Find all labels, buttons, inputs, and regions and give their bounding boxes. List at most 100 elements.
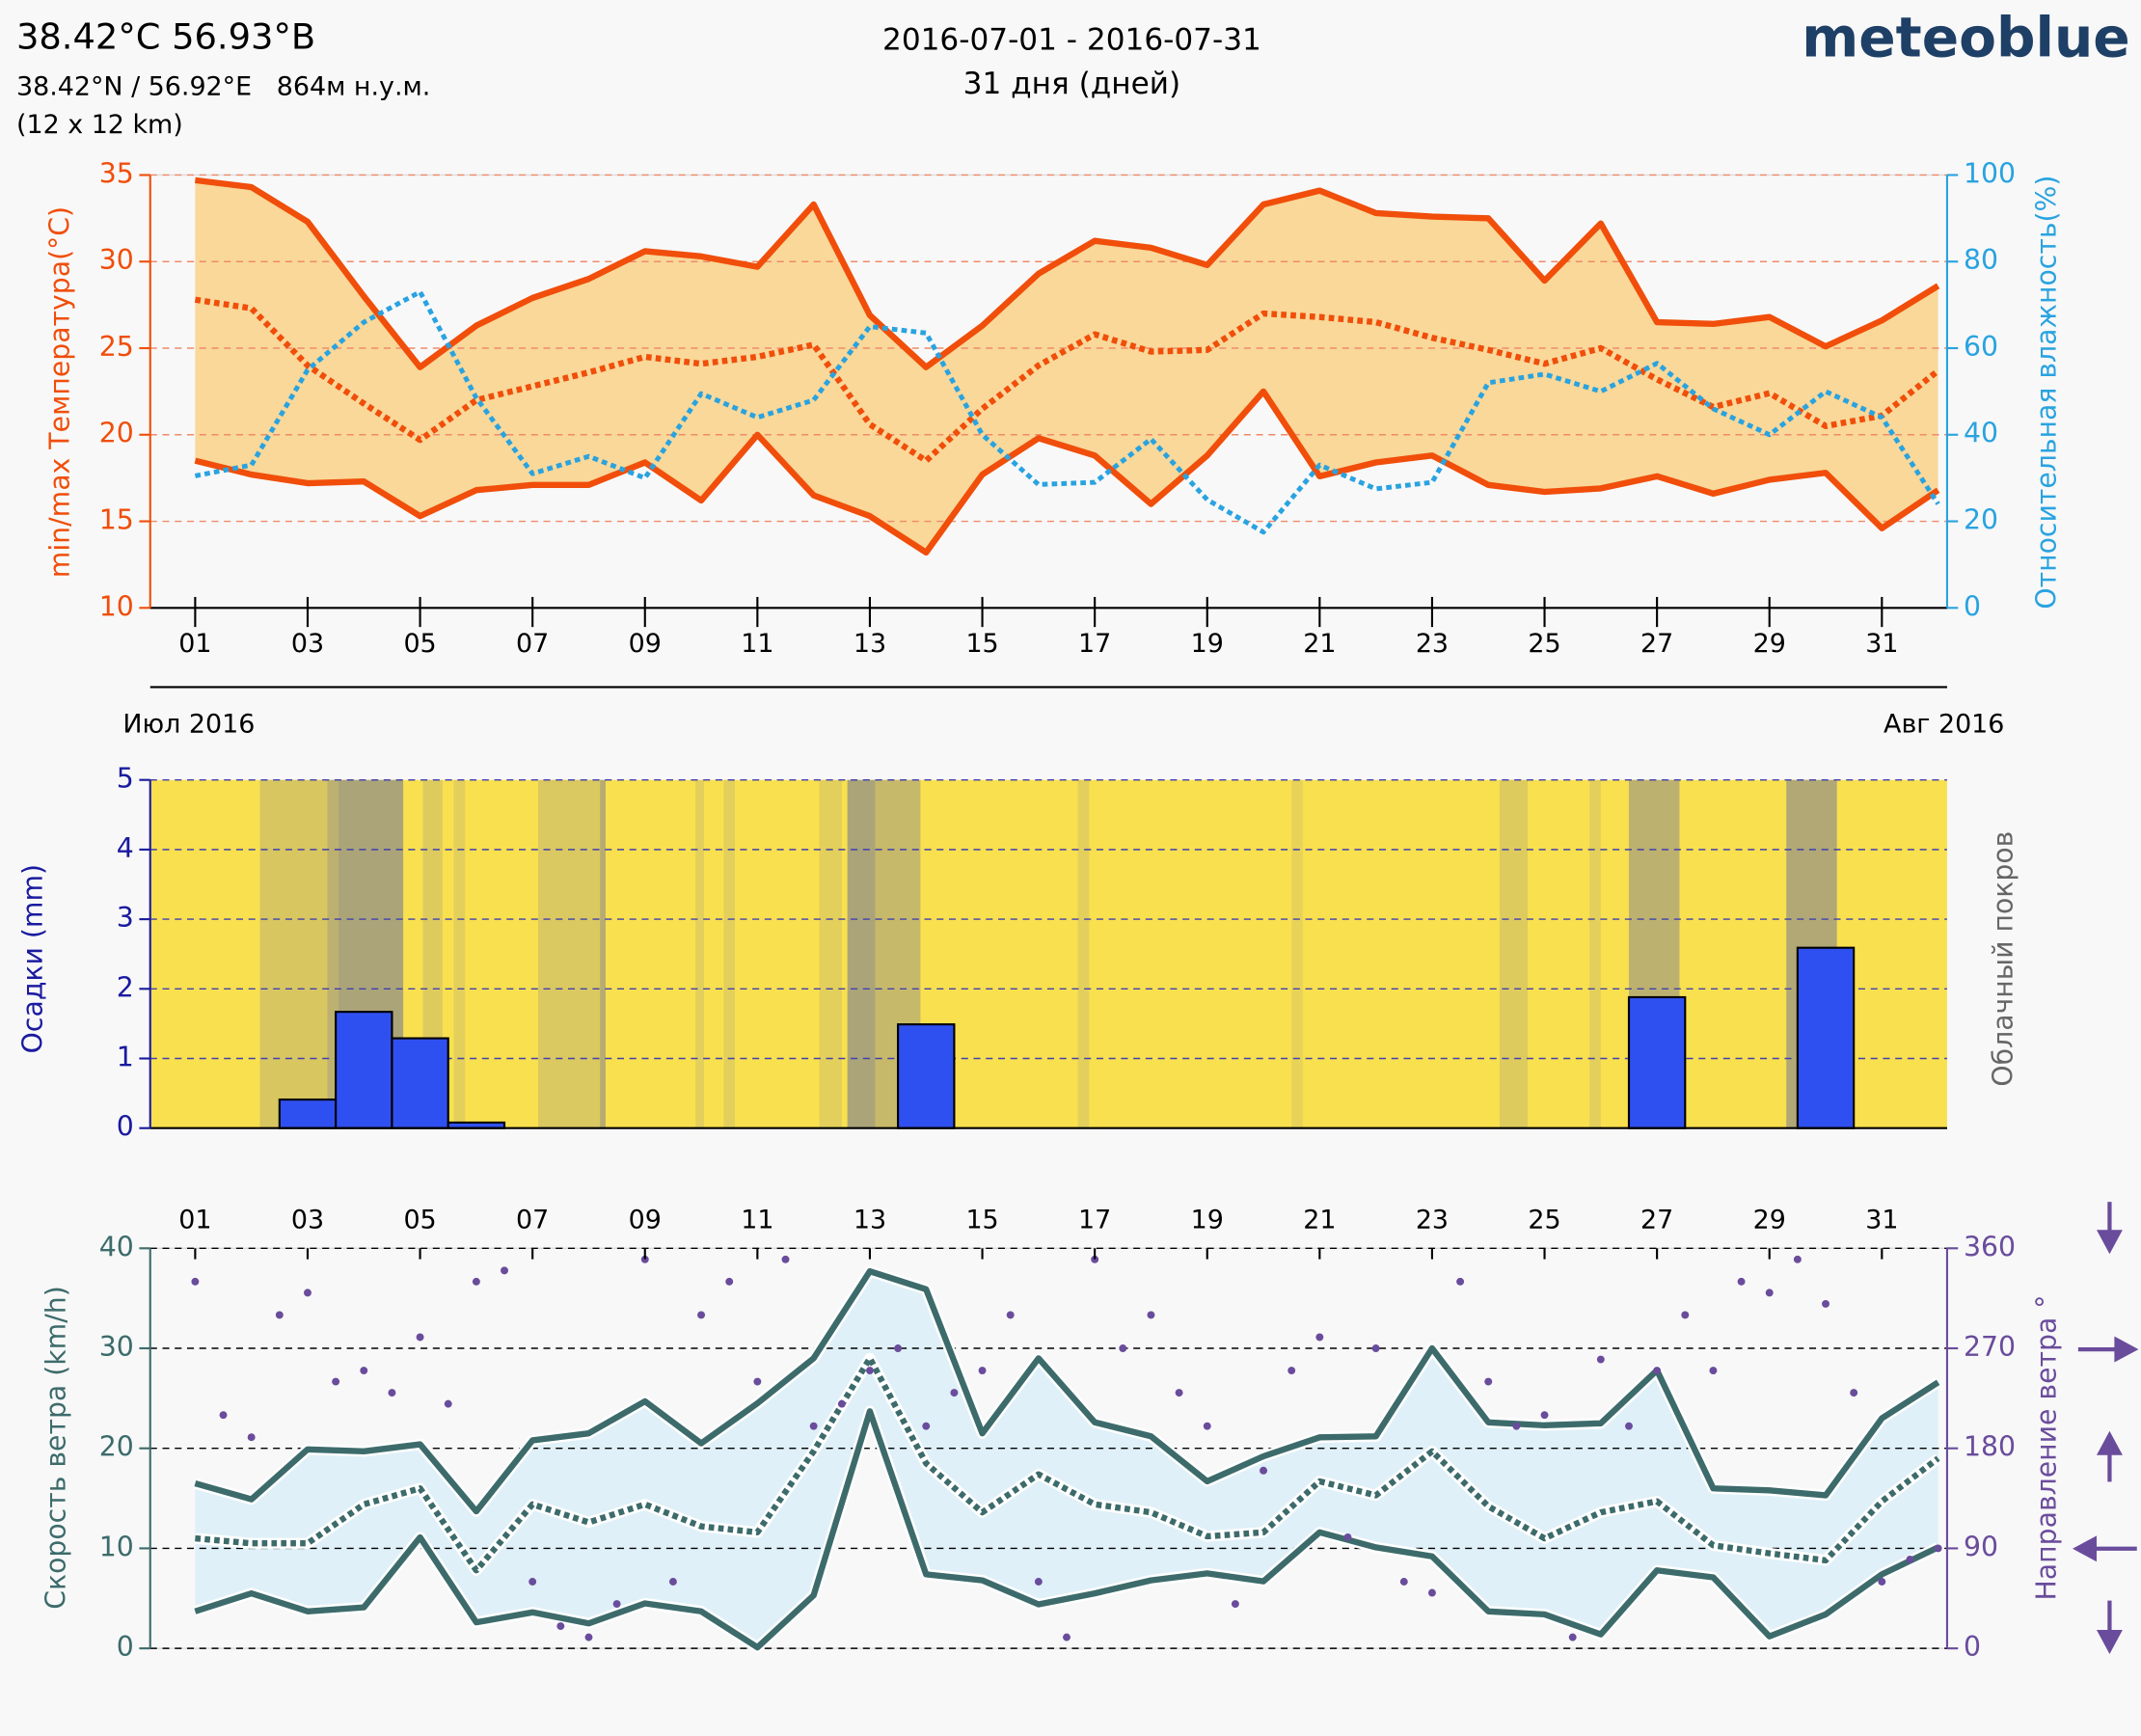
- y-tick-label: 20: [99, 1431, 134, 1463]
- period-label: Авг 2016: [1884, 710, 2004, 740]
- direction-dot: [1850, 1389, 1858, 1397]
- y2-tick-label: 20: [1964, 504, 1998, 536]
- direction-dot: [753, 1377, 762, 1386]
- line: [195, 1355, 1940, 1574]
- direction-dot: [865, 1367, 874, 1375]
- direction-dot: [360, 1367, 368, 1375]
- days: 31 дня (дней): [963, 67, 1181, 101]
- y2-tick-label: 270: [1964, 1331, 2016, 1363]
- y2-axis-title: Направление ветра °: [2031, 1295, 2063, 1601]
- direction-dot: [1737, 1277, 1746, 1286]
- cloud-band: [847, 779, 876, 1128]
- direction-dot: [1625, 1422, 1633, 1430]
- x-tick-label: 13: [854, 629, 886, 659]
- direction-dot: [388, 1389, 396, 1397]
- x-tick-label: 27: [1640, 629, 1673, 659]
- direction-dot: [332, 1377, 340, 1386]
- bar: [391, 1037, 449, 1129]
- direction-dot: [191, 1277, 200, 1286]
- y-tick-label: 15: [99, 504, 134, 536]
- direction-dot: [1119, 1344, 1127, 1352]
- line: [194, 1408, 1940, 1651]
- direction-dot: [1681, 1311, 1690, 1319]
- y2-tick-label: 40: [1964, 418, 1998, 449]
- y2-tick-label: 60: [1964, 331, 1998, 363]
- cloud-band: [1589, 779, 1601, 1128]
- direction-dot: [304, 1288, 312, 1297]
- direction-dot: [950, 1389, 959, 1397]
- x-tick-label: 23: [1416, 1205, 1449, 1234]
- bar: [1796, 946, 1856, 1129]
- direction-dot: [1063, 1633, 1070, 1641]
- direction-dot: [1709, 1367, 1718, 1375]
- bar: [335, 1011, 393, 1129]
- direction-dot: [612, 1600, 621, 1609]
- x-tick-label: 29: [1753, 1205, 1786, 1234]
- direction-dot: [640, 1255, 649, 1263]
- direction-dot: [781, 1255, 790, 1263]
- x-tick-label: 31: [1865, 629, 1898, 659]
- direction-dot: [1540, 1411, 1549, 1420]
- direction-dot: [1091, 1255, 1099, 1263]
- line: [194, 289, 1940, 535]
- direction-dot: [1034, 1578, 1043, 1586]
- cloud-band: [537, 779, 601, 1128]
- x-tick-label: 01: [178, 629, 211, 659]
- y2-tick-label: 180: [1964, 1431, 2016, 1463]
- direction-dot: [1456, 1277, 1465, 1286]
- x-tick-label: 19: [1191, 629, 1224, 659]
- x-tick-label: 17: [1078, 629, 1111, 659]
- x-tick-label: 01: [178, 1205, 211, 1234]
- brand: meteoblue: [1802, 6, 2129, 69]
- y-tick-label: 1: [117, 1042, 134, 1073]
- y-tick-label: 2: [117, 971, 134, 1003]
- period-label: Июл 2016: [122, 710, 255, 740]
- x-tick-label: 27: [1640, 1205, 1673, 1234]
- direction-dot: [837, 1399, 846, 1408]
- direction-dot: [444, 1399, 452, 1408]
- x-tick-label: 03: [291, 629, 324, 659]
- direction-dot: [1260, 1466, 1268, 1475]
- y-tick-label: 3: [117, 902, 134, 934]
- direction-arrows: [2072, 1202, 2139, 1655]
- x-tick-label: 19: [1191, 1205, 1224, 1234]
- y-tick-label: 30: [99, 1331, 134, 1363]
- direction-dot: [1512, 1422, 1521, 1430]
- x-tick-label: 17: [1078, 1205, 1111, 1234]
- direction-dot: [1427, 1588, 1436, 1597]
- direction-dot: [528, 1578, 537, 1586]
- direction-dot: [1006, 1311, 1015, 1319]
- direction-dot: [894, 1344, 903, 1352]
- x-tick-label: 15: [965, 629, 998, 659]
- direction-dot: [668, 1578, 677, 1586]
- cloud-band: [723, 779, 736, 1128]
- cloud-band: [453, 779, 466, 1128]
- direction-dot: [1203, 1422, 1211, 1430]
- x-tick-label: 07: [516, 629, 549, 659]
- x-tick-label: 11: [741, 629, 773, 659]
- direction-dot: [1175, 1389, 1183, 1397]
- y2-tick-label: 90: [1964, 1531, 1998, 1562]
- bar: [278, 1099, 338, 1129]
- x-tick-label: 15: [965, 1205, 998, 1234]
- y-axis-title: Скорость ветра (km/h): [40, 1286, 71, 1610]
- cloud-band: [327, 779, 339, 1128]
- direction-dot: [697, 1311, 706, 1319]
- y-tick-label: 10: [99, 1531, 134, 1562]
- direction-dot: [725, 1277, 734, 1286]
- x-tick-label: 31: [1865, 1205, 1898, 1234]
- direction-dot: [1653, 1367, 1662, 1375]
- y-tick-label: 25: [99, 331, 134, 363]
- x-tick-label: 11: [741, 1205, 773, 1234]
- y-tick-label: 20: [99, 418, 134, 449]
- resolution: (12 x 12 km): [16, 110, 183, 140]
- y2-axis-title: Относительная влажность(%): [2031, 176, 2063, 610]
- cloud-band: [1077, 779, 1090, 1128]
- direction-dot: [247, 1433, 256, 1442]
- direction-dot: [584, 1633, 593, 1641]
- x-tick-label: 03: [291, 1205, 324, 1234]
- x-tick-label: 29: [1753, 629, 1786, 659]
- direction-dot: [1315, 1333, 1324, 1342]
- coordinates: 38.42°N / 56.92°E 864м н.у.м.: [16, 71, 430, 101]
- y-tick-label: 0: [117, 1111, 134, 1143]
